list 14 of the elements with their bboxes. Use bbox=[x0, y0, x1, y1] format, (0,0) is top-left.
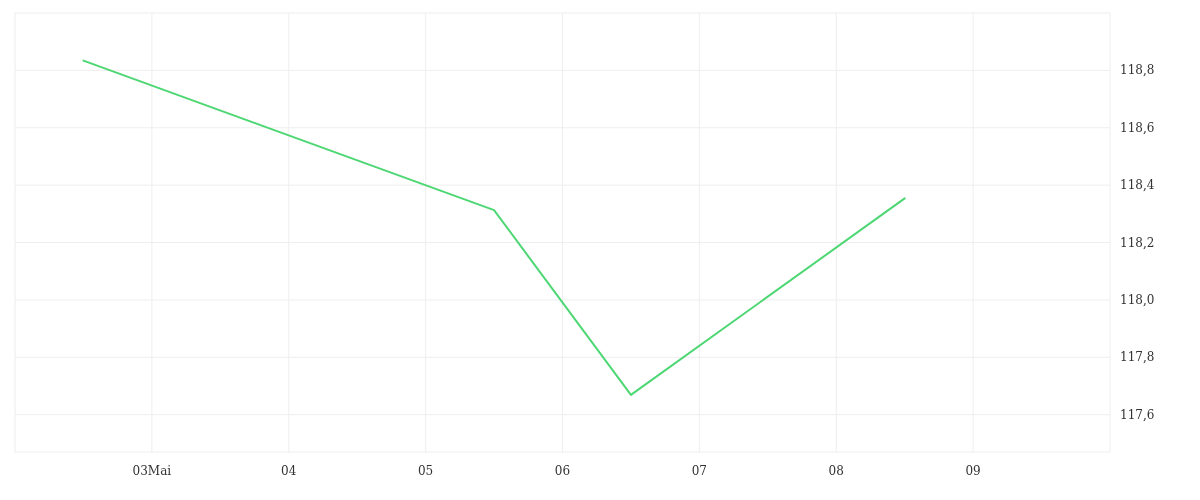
x-tick-label: 09 bbox=[965, 464, 981, 478]
x-tick-label: 06 bbox=[554, 464, 571, 478]
x-tick-label: 05 bbox=[417, 464, 434, 478]
y-tick-label: 118,6 bbox=[1120, 120, 1155, 135]
y-tick-label: 118,0 bbox=[1120, 292, 1155, 307]
x-tick-label: 08 bbox=[828, 464, 844, 478]
x-tick-label: 03Mai bbox=[132, 464, 172, 478]
y-tick-label: 118,2 bbox=[1120, 235, 1155, 250]
y-tick-label: 117,6 bbox=[1120, 407, 1155, 422]
x-tick-label: 04 bbox=[281, 464, 297, 478]
x-tick-label: 07 bbox=[691, 464, 708, 478]
y-tick-label: 118,8 bbox=[1120, 63, 1155, 78]
y-tick-label: 118,4 bbox=[1120, 178, 1155, 193]
y-tick-label: 117,8 bbox=[1120, 350, 1155, 365]
